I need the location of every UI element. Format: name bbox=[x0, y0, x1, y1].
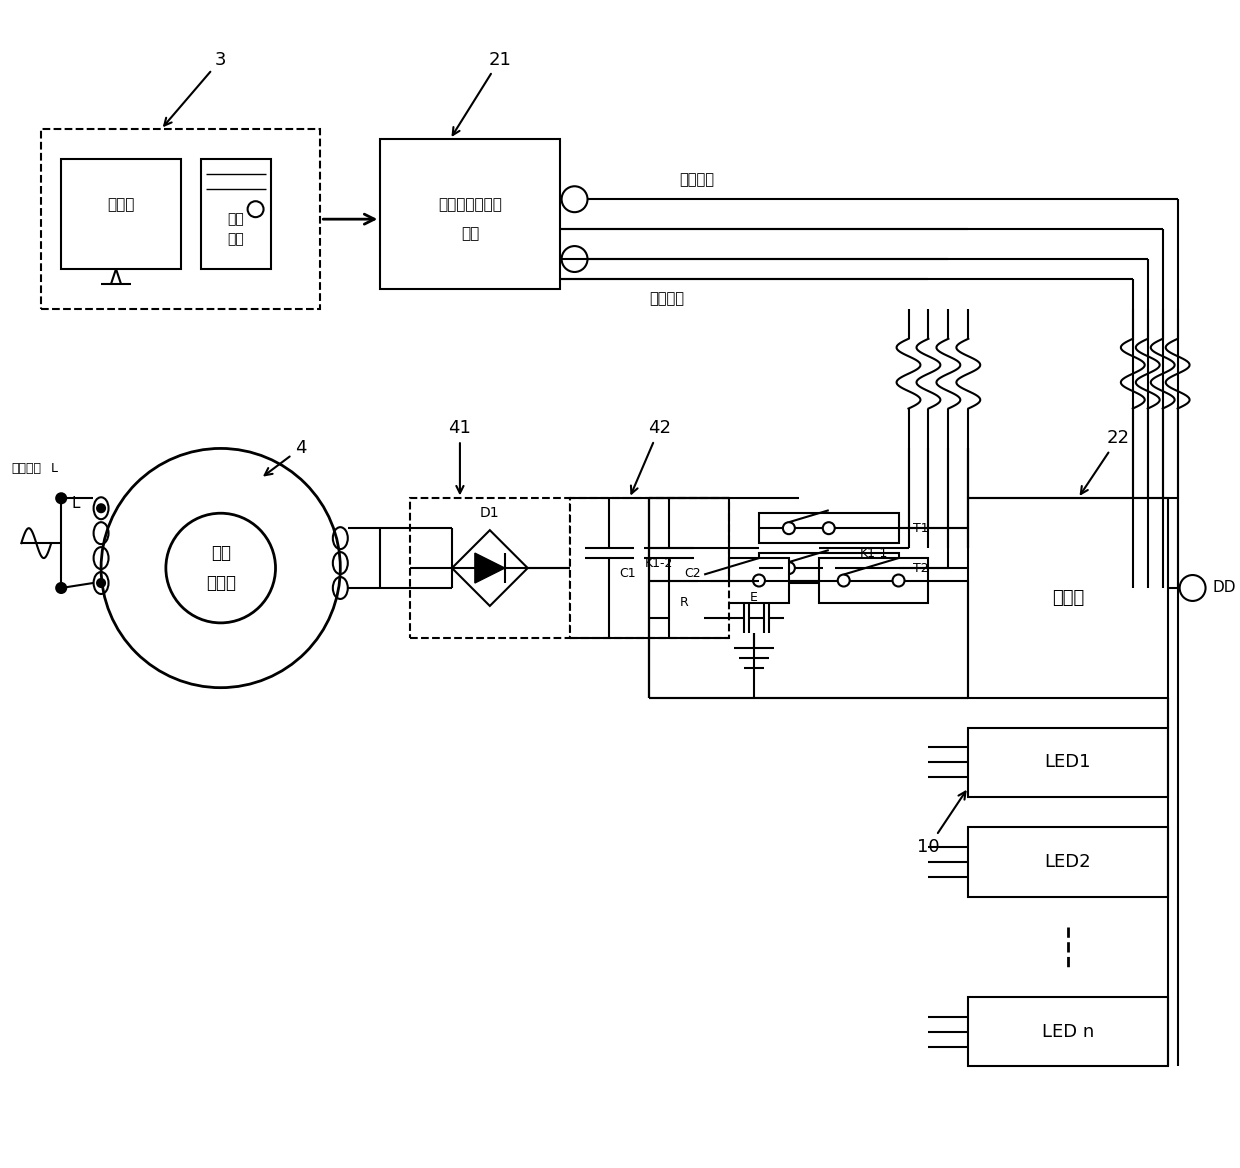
Text: LED n: LED n bbox=[1042, 1022, 1094, 1041]
Circle shape bbox=[56, 583, 66, 593]
Text: 控制数据: 控制数据 bbox=[650, 291, 684, 306]
Bar bbox=[759, 554, 899, 583]
Text: 交流输入: 交流输入 bbox=[11, 461, 41, 475]
Polygon shape bbox=[475, 554, 505, 583]
Text: LED2: LED2 bbox=[1044, 853, 1091, 871]
Text: 显示控制数据发: 显示控制数据发 bbox=[438, 196, 502, 211]
Bar bbox=[381, 139, 559, 288]
Bar bbox=[968, 996, 1168, 1066]
Text: 送卡: 送卡 bbox=[461, 227, 479, 242]
Text: 显示器: 显示器 bbox=[108, 196, 135, 211]
Text: T1: T1 bbox=[914, 522, 929, 535]
Text: L: L bbox=[72, 495, 81, 510]
Text: K1-2: K1-2 bbox=[645, 557, 673, 570]
Text: 环形: 环形 bbox=[211, 544, 231, 562]
Bar bbox=[569, 499, 729, 638]
Circle shape bbox=[56, 493, 66, 503]
Text: C2: C2 bbox=[684, 566, 701, 579]
Text: K1-1: K1-1 bbox=[859, 547, 888, 559]
Text: D1: D1 bbox=[480, 506, 500, 520]
Text: 21: 21 bbox=[453, 50, 511, 135]
Text: C1: C1 bbox=[620, 566, 636, 579]
Bar bbox=[410, 499, 569, 638]
Text: 电脑: 电脑 bbox=[227, 213, 244, 227]
Text: 接收卡: 接收卡 bbox=[1052, 589, 1084, 607]
Bar bbox=[759, 513, 899, 543]
Bar bbox=[968, 827, 1168, 897]
Text: 22: 22 bbox=[1081, 430, 1130, 494]
Text: 41: 41 bbox=[449, 419, 471, 493]
Circle shape bbox=[166, 513, 275, 623]
Text: 10: 10 bbox=[918, 792, 966, 856]
Circle shape bbox=[97, 505, 105, 513]
Text: R: R bbox=[680, 597, 688, 610]
Circle shape bbox=[97, 579, 105, 588]
Text: E: E bbox=[750, 591, 758, 605]
Text: DD: DD bbox=[1213, 580, 1236, 596]
Bar bbox=[968, 499, 1168, 697]
Bar bbox=[61, 159, 181, 269]
Text: 显示数据: 显示数据 bbox=[680, 172, 714, 187]
Bar bbox=[670, 607, 704, 628]
Bar bbox=[41, 130, 320, 308]
Bar bbox=[968, 728, 1168, 798]
Bar bbox=[818, 558, 929, 603]
Text: 4: 4 bbox=[264, 439, 306, 475]
Text: 42: 42 bbox=[631, 419, 671, 494]
Text: 主机: 主机 bbox=[227, 232, 244, 246]
Bar bbox=[201, 159, 270, 269]
Text: 3: 3 bbox=[164, 50, 227, 126]
Bar bbox=[680, 558, 789, 603]
Text: L: L bbox=[51, 461, 58, 475]
Text: 变压器: 变压器 bbox=[206, 573, 236, 592]
Text: T2: T2 bbox=[914, 562, 929, 575]
Text: LED1: LED1 bbox=[1045, 753, 1091, 771]
